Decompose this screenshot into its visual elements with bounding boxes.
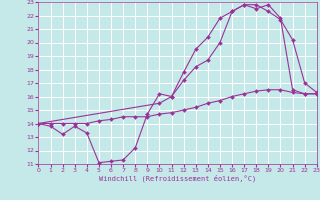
X-axis label: Windchill (Refroidissement éolien,°C): Windchill (Refroidissement éolien,°C): [99, 175, 256, 182]
